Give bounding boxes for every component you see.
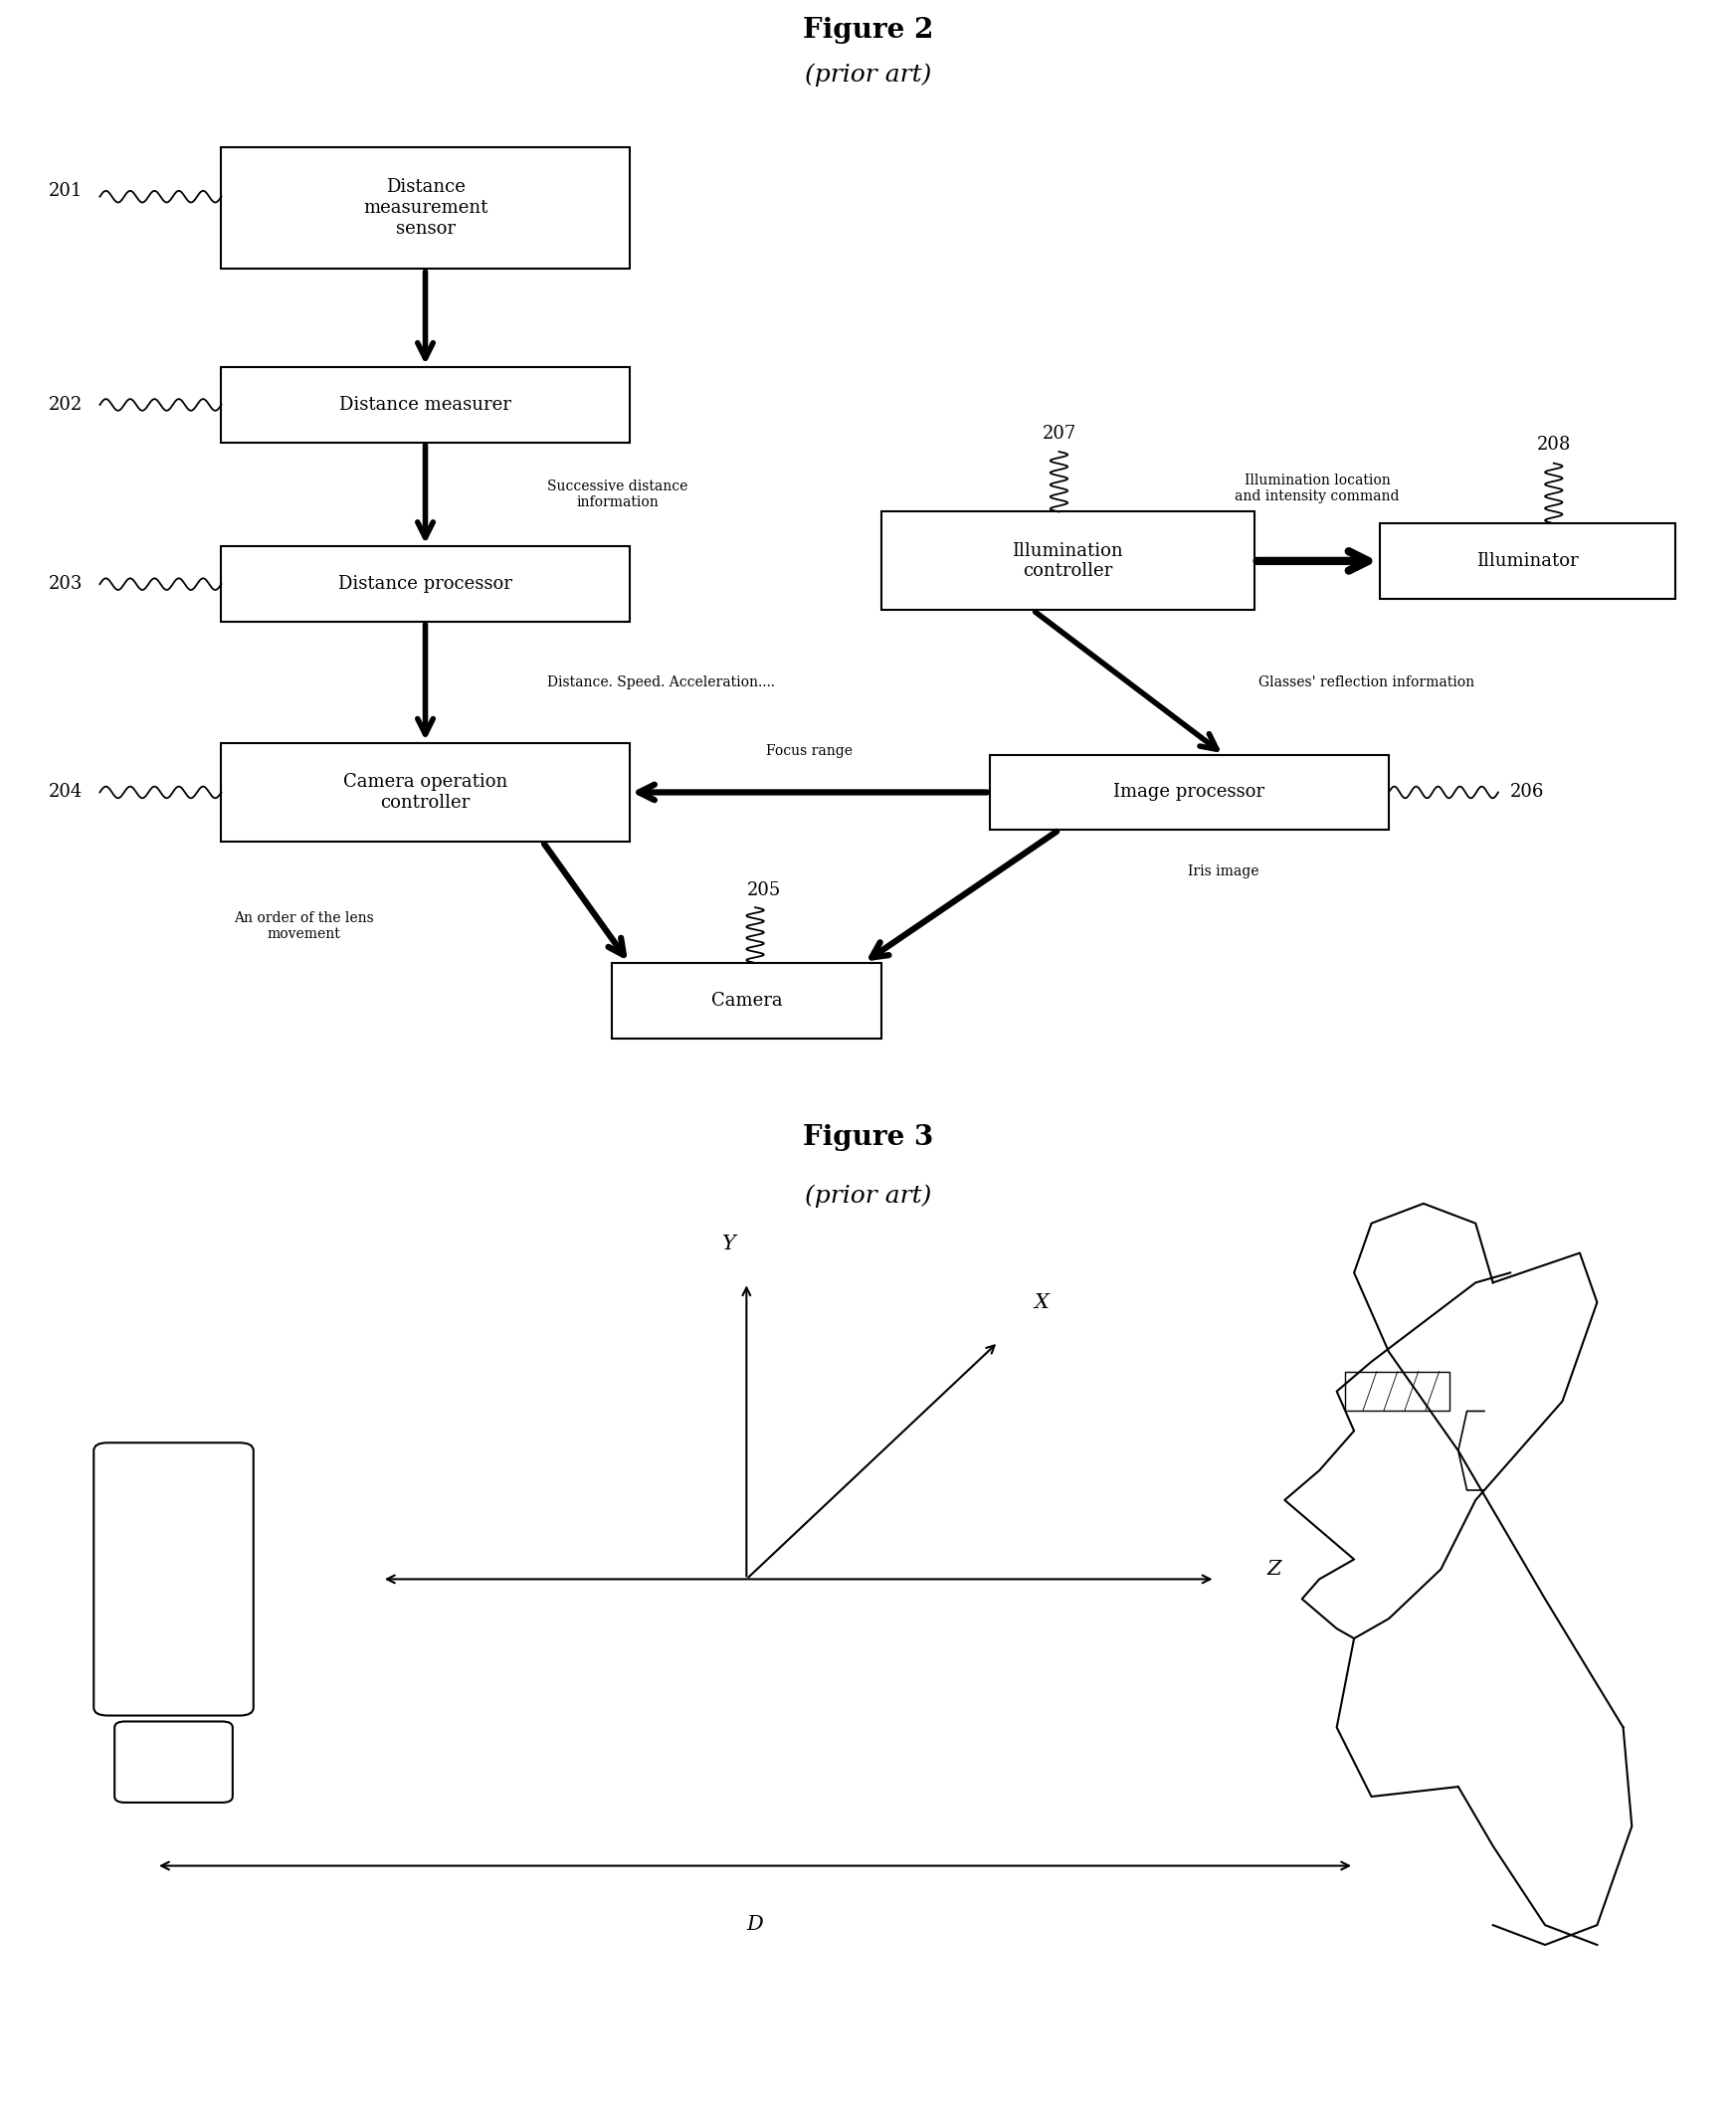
FancyBboxPatch shape xyxy=(611,963,880,1039)
FancyBboxPatch shape xyxy=(115,1722,233,1802)
Text: Distance. Speed. Acceleration....: Distance. Speed. Acceleration.... xyxy=(547,675,774,690)
Text: Camera: Camera xyxy=(710,991,783,1009)
FancyBboxPatch shape xyxy=(1380,524,1675,599)
Text: Illumination location
and intensity command: Illumination location and intensity comm… xyxy=(1234,473,1399,503)
Text: Y: Y xyxy=(722,1234,736,1253)
Text: Figure 3: Figure 3 xyxy=(802,1125,934,1150)
Text: D: D xyxy=(746,1916,764,1935)
Text: 205: 205 xyxy=(746,881,781,900)
Text: Glasses' reflection information: Glasses' reflection information xyxy=(1259,675,1474,690)
FancyBboxPatch shape xyxy=(222,742,628,841)
Text: 202: 202 xyxy=(49,395,82,414)
Text: 208: 208 xyxy=(1536,435,1571,454)
FancyBboxPatch shape xyxy=(990,755,1389,831)
Text: Successive distance
information: Successive distance information xyxy=(547,479,687,509)
FancyBboxPatch shape xyxy=(880,511,1253,610)
FancyBboxPatch shape xyxy=(222,547,628,622)
Text: (prior art): (prior art) xyxy=(806,63,930,86)
FancyBboxPatch shape xyxy=(94,1443,253,1716)
Text: Distance
measurement
sensor: Distance measurement sensor xyxy=(363,179,488,238)
Text: Distance processor: Distance processor xyxy=(339,574,512,593)
Text: 204: 204 xyxy=(49,782,82,801)
Text: An order of the lens
movement: An order of the lens movement xyxy=(234,911,373,940)
Bar xyxy=(1345,1371,1450,1411)
Text: 201: 201 xyxy=(49,181,82,200)
Text: 203: 203 xyxy=(49,574,82,593)
Text: 207: 207 xyxy=(1042,425,1076,442)
Text: Camera operation
controller: Camera operation controller xyxy=(344,774,507,812)
Text: 206: 206 xyxy=(1510,782,1545,801)
Text: Iris image: Iris image xyxy=(1189,864,1259,879)
Text: Figure 2: Figure 2 xyxy=(802,17,934,44)
Text: Z: Z xyxy=(1267,1560,1281,1579)
FancyBboxPatch shape xyxy=(222,368,628,442)
Text: (prior art): (prior art) xyxy=(806,1184,930,1207)
Text: Distance measurer: Distance measurer xyxy=(339,395,512,414)
Text: X: X xyxy=(1035,1293,1049,1312)
Text: Illumination
controller: Illumination controller xyxy=(1012,543,1123,580)
Text: Image processor: Image processor xyxy=(1113,782,1266,801)
Text: Illuminator: Illuminator xyxy=(1477,551,1578,570)
Text: Focus range: Focus range xyxy=(766,744,852,757)
FancyBboxPatch shape xyxy=(222,147,628,269)
